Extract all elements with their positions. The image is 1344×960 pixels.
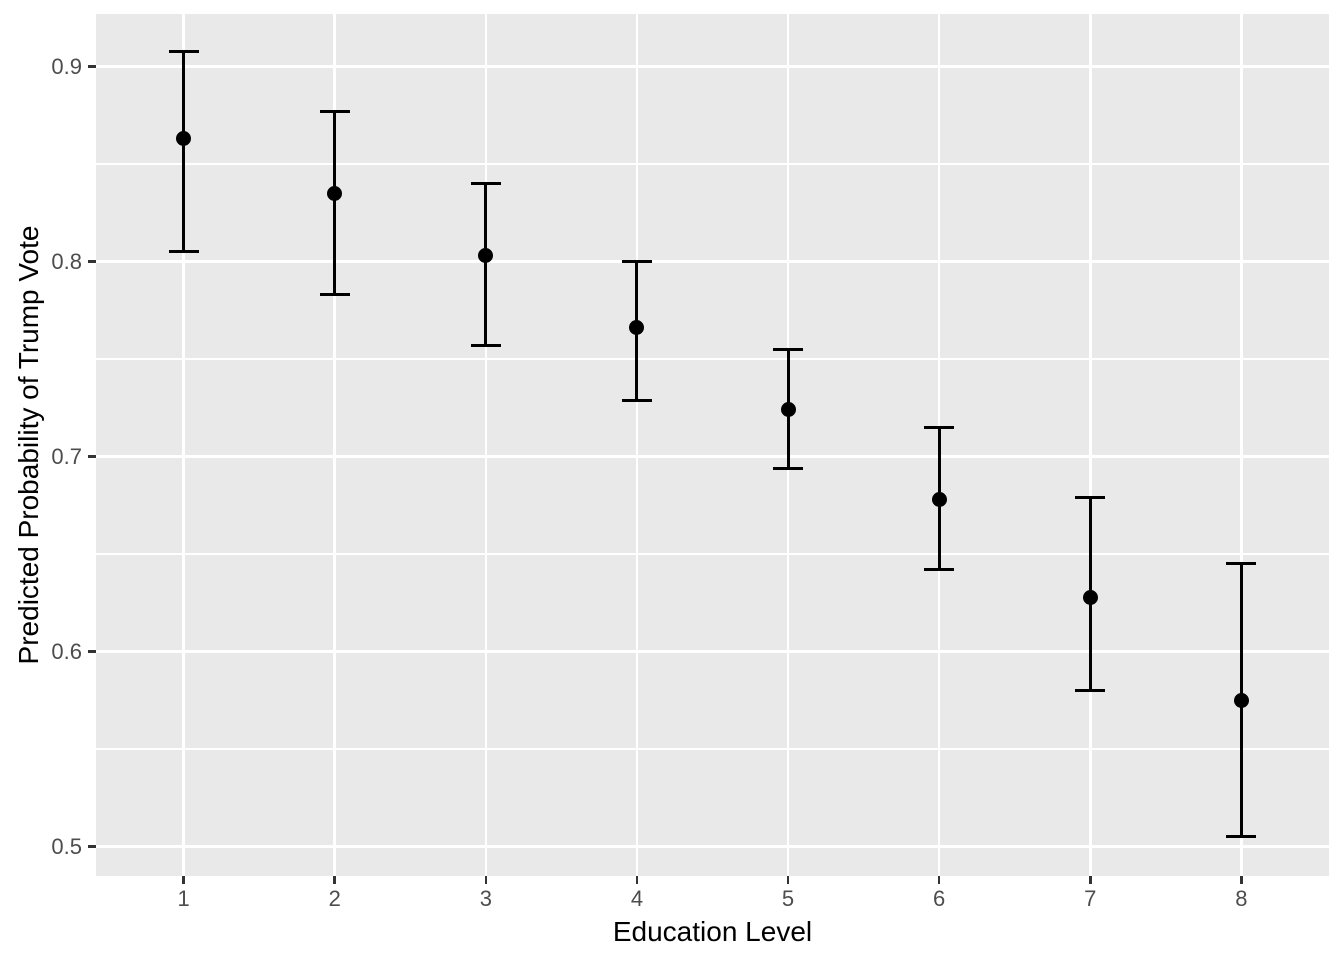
y-tick-label: 0.9 [51, 53, 82, 79]
errorbar-cap-bottom [319, 293, 350, 297]
point-estimate [931, 492, 947, 508]
x-tick-label: 5 [781, 886, 795, 911]
x-axis-tick [484, 876, 488, 884]
x-axis-tick [1240, 876, 1243, 884]
errorbar-cap-top [773, 347, 804, 351]
point-estimate [176, 131, 192, 147]
errorbar-cap-top [1226, 562, 1257, 566]
point-estimate [1082, 589, 1098, 605]
x-tick-label: 3 [479, 886, 492, 911]
x-tick-label: 6 [933, 886, 946, 911]
errorbar-line [484, 183, 488, 346]
y-axis-tick [88, 65, 96, 68]
point-estimate [780, 402, 796, 418]
x-axis-tick [1089, 876, 1092, 884]
y-minor-gridline [96, 163, 1329, 165]
x-tick-label: 8 [1235, 886, 1248, 911]
errorbar-line [333, 111, 337, 295]
y-axis-tick [88, 650, 96, 653]
y-tick-label: 0.6 [51, 638, 82, 664]
errorbar-cap-top [621, 260, 652, 264]
y-tick-label: 0.5 [51, 833, 82, 859]
y-major-gridline [96, 650, 1329, 653]
x-axis-tick [182, 876, 185, 884]
point-estimate [629, 320, 645, 336]
y-major-gridline [96, 65, 1329, 68]
x-major-gridline [182, 14, 185, 876]
y-tick-label: 0.8 [51, 248, 82, 274]
point-estimate [327, 185, 343, 201]
errorbar-line [182, 51, 186, 252]
errorbar-cap-bottom [621, 398, 652, 402]
errorbar-cap-top [924, 425, 955, 429]
point-estimate [478, 248, 494, 264]
point-estimate [1233, 692, 1249, 708]
errorbar-cap-top [470, 182, 501, 186]
plot-panel [96, 14, 1329, 876]
errorbar-cap-bottom [924, 568, 955, 572]
x-axis-tick [635, 876, 639, 884]
errorbar-cap-top [168, 49, 199, 53]
errorbar-cap-bottom [773, 466, 804, 470]
y-major-gridline [96, 845, 1329, 848]
x-tick-label: 4 [630, 886, 644, 911]
errorbar-cap-top [319, 110, 350, 113]
x-major-gridline [1089, 14, 1092, 876]
y-major-gridline [96, 455, 1329, 458]
x-tick-label: 2 [328, 886, 341, 911]
x-axis-tick [786, 876, 790, 884]
errorbar-cap-bottom [168, 250, 199, 254]
y-minor-gridline [96, 358, 1329, 360]
y-axis-tick [88, 455, 96, 458]
x-major-gridline [484, 14, 488, 876]
errorbar-cap-top [1075, 496, 1106, 500]
x-axis-tick [937, 876, 941, 884]
errorbar-cap-bottom [1075, 689, 1106, 693]
errorbar-cap-bottom [470, 344, 501, 348]
x-major-gridline [1240, 14, 1243, 876]
x-axis-title: Education Level [612, 916, 813, 947]
y-major-gridline [96, 260, 1329, 263]
x-major-gridline [635, 14, 639, 876]
x-tick-label: 7 [1084, 886, 1097, 911]
y-axis-tick [88, 260, 96, 263]
x-major-gridline [333, 14, 336, 876]
y-minor-gridline [96, 748, 1329, 750]
x-axis-tick [333, 876, 336, 884]
y-axis-tick [88, 845, 96, 848]
y-tick-label: 0.7 [51, 443, 82, 469]
y-minor-gridline [96, 553, 1329, 555]
errorbar-cap-bottom [1226, 835, 1257, 839]
x-tick-label: 1 [177, 886, 190, 911]
